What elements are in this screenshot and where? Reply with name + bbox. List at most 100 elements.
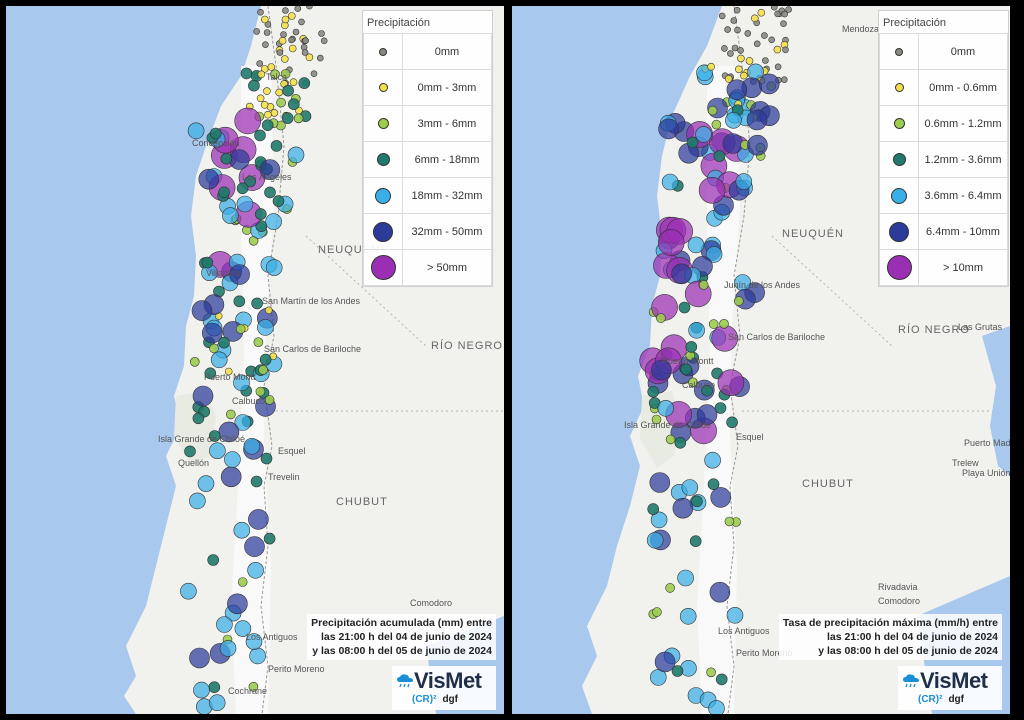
- station-marker[interactable]: [707, 105, 718, 116]
- station-marker[interactable]: [289, 78, 298, 86]
- station-marker[interactable]: [280, 55, 289, 63]
- station-marker[interactable]: [267, 63, 276, 71]
- station-marker[interactable]: [281, 15, 290, 24]
- station-marker[interactable]: [722, 133, 744, 154]
- station-marker[interactable]: [646, 531, 664, 549]
- station-marker[interactable]: [264, 306, 273, 315]
- station-marker[interactable]: [685, 341, 698, 353]
- station-marker[interactable]: [234, 107, 261, 135]
- station-marker[interactable]: [287, 146, 305, 164]
- station-marker[interactable]: [220, 152, 233, 165]
- station-marker[interactable]: [207, 554, 219, 566]
- station-marker[interactable]: [301, 49, 309, 56]
- station-marker[interactable]: [725, 112, 742, 129]
- station-marker[interactable]: [707, 62, 715, 71]
- station-marker[interactable]: [647, 503, 659, 515]
- station-marker[interactable]: [255, 386, 266, 397]
- station-marker[interactable]: [248, 79, 260, 92]
- station-marker[interactable]: [280, 31, 287, 38]
- station-marker[interactable]: [282, 84, 294, 97]
- station-marker[interactable]: [270, 140, 283, 152]
- station-marker[interactable]: [696, 404, 718, 425]
- station-marker[interactable]: [218, 421, 240, 443]
- station-marker[interactable]: [190, 356, 200, 367]
- station-marker[interactable]: [706, 667, 716, 678]
- station-marker[interactable]: [715, 673, 728, 686]
- station-marker[interactable]: [318, 30, 325, 37]
- station-marker[interactable]: [216, 616, 233, 633]
- station-marker[interactable]: [671, 263, 692, 285]
- station-marker[interactable]: [191, 300, 213, 321]
- station-marker[interactable]: [747, 134, 768, 156]
- station-marker[interactable]: [208, 681, 221, 694]
- station-marker[interactable]: [236, 182, 249, 195]
- station-marker[interactable]: [209, 343, 219, 354]
- station-marker[interactable]: [243, 437, 261, 455]
- station-marker[interactable]: [227, 593, 248, 615]
- station-marker[interactable]: [288, 36, 295, 44]
- station-marker[interactable]: [224, 451, 241, 468]
- station-marker[interactable]: [208, 694, 226, 712]
- station-marker[interactable]: [263, 29, 271, 36]
- station-marker[interactable]: [189, 492, 206, 510]
- station-marker[interactable]: [780, 20, 787, 28]
- station-marker[interactable]: [258, 365, 268, 375]
- station-marker[interactable]: [255, 220, 268, 232]
- station-marker[interactable]: [264, 395, 275, 405]
- station-marker[interactable]: [257, 8, 264, 16]
- station-marker[interactable]: [710, 487, 731, 508]
- station-marker[interactable]: [256, 60, 263, 67]
- station-marker[interactable]: [661, 173, 679, 191]
- station-marker[interactable]: [698, 177, 726, 204]
- station-marker[interactable]: [678, 301, 691, 314]
- station-marker[interactable]: [208, 430, 221, 442]
- station-marker[interactable]: [222, 207, 239, 224]
- station-marker[interactable]: [785, 6, 792, 13]
- station-marker[interactable]: [229, 149, 250, 170]
- station-marker[interactable]: [665, 434, 676, 445]
- station-marker[interactable]: [734, 26, 741, 34]
- station-marker[interactable]: [320, 37, 328, 45]
- station-marker[interactable]: [302, 37, 309, 44]
- station-marker[interactable]: [272, 195, 285, 207]
- station-markers[interactable]: [639, 6, 792, 714]
- station-marker[interactable]: [270, 109, 279, 117]
- station-marker[interactable]: [680, 659, 697, 677]
- station-marker[interactable]: [253, 28, 260, 35]
- station-marker[interactable]: [197, 475, 215, 492]
- station-marker[interactable]: [654, 651, 676, 673]
- station-marker[interactable]: [652, 607, 662, 617]
- station-marker[interactable]: [234, 414, 252, 431]
- station-marker[interactable]: [219, 640, 237, 657]
- station-marker[interactable]: [782, 46, 789, 54]
- station-marker[interactable]: [260, 101, 269, 109]
- station-marker[interactable]: [298, 77, 311, 89]
- station-marker[interactable]: [218, 336, 230, 349]
- station-marker[interactable]: [248, 509, 269, 530]
- station-marker[interactable]: [731, 44, 739, 52]
- station-marker[interactable]: [708, 319, 719, 329]
- station-marker[interactable]: [254, 129, 266, 142]
- station-marker[interactable]: [189, 647, 210, 669]
- station-marker[interactable]: [233, 295, 246, 308]
- station-marker[interactable]: [688, 321, 705, 339]
- station-marker[interactable]: [220, 466, 242, 488]
- station-marker[interactable]: [701, 384, 713, 397]
- station-marker[interactable]: [726, 416, 738, 429]
- station-marker[interactable]: [687, 236, 705, 254]
- station-marker[interactable]: [255, 208, 267, 220]
- station-marker[interactable]: [679, 607, 697, 625]
- station-marker[interactable]: [293, 113, 304, 124]
- station-marker[interactable]: [262, 41, 269, 49]
- station-marker[interactable]: [773, 45, 782, 54]
- station-marker[interactable]: [757, 8, 766, 17]
- station-marker[interactable]: [244, 536, 265, 557]
- station-marker[interactable]: [305, 53, 314, 62]
- station-marker[interactable]: [202, 322, 223, 344]
- station-marker[interactable]: [657, 399, 674, 417]
- station-marker[interactable]: [658, 118, 679, 140]
- station-marker[interactable]: [718, 12, 726, 20]
- station-marker[interactable]: [249, 647, 266, 665]
- station-marker[interactable]: [184, 445, 196, 458]
- station-marker[interactable]: [306, 6, 313, 10]
